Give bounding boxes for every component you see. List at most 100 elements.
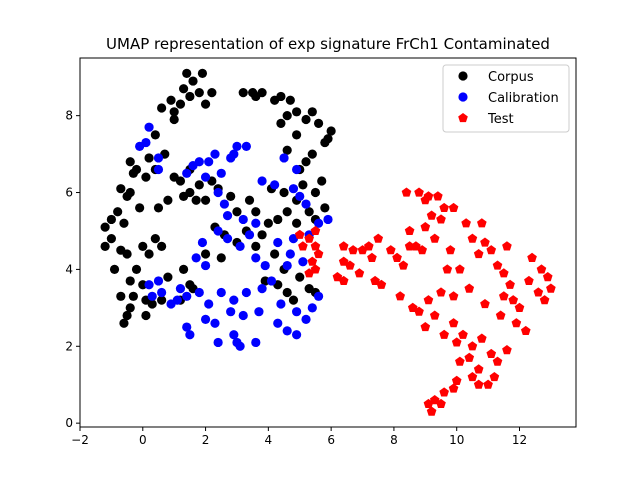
point-test [498,291,509,301]
point-calibration [282,326,292,336]
point-test [451,375,462,385]
point-calibration [213,187,223,198]
point-test [498,268,509,278]
point-corpus [301,157,311,167]
point-corpus [141,172,151,182]
point-corpus [106,234,116,244]
point-corpus [116,184,126,194]
axes-frame [79,57,577,428]
point-corpus [178,264,189,275]
point-corpus [238,87,248,98]
point-corpus [157,103,167,113]
point-corpus [122,310,132,321]
point-corpus [200,195,211,205]
point-corpus [125,276,135,286]
point-test [464,283,475,293]
point-calibration [213,337,223,348]
point-test [338,241,349,251]
point-calibration [260,260,270,271]
x-tick-label: 8 [390,433,398,447]
point-test [520,325,531,335]
point-test [307,256,318,266]
point-calibration [251,253,261,263]
point-corpus [119,218,129,228]
point-calibration [301,314,311,324]
point-calibration [216,287,226,298]
point-corpus [125,157,135,167]
point-corpus [273,214,283,225]
legend: Corpus Calibration Test [442,64,570,133]
point-corpus [147,299,157,309]
point-corpus [279,187,289,198]
point-test [451,337,462,347]
point-corpus [106,214,116,225]
point-test [458,329,468,339]
point-test [373,233,384,243]
point-calibration [241,141,251,152]
point-test [294,229,305,239]
point-corpus [157,241,167,251]
point-test [448,202,459,212]
point-test [423,295,434,305]
point-calibration [292,330,302,340]
y-tick-label: 2 [65,339,73,353]
point-corpus [282,145,292,155]
point-corpus [251,91,261,102]
point-test [338,275,349,286]
point-corpus [295,272,305,282]
point-test [433,191,443,201]
point-corpus [163,272,173,282]
point-calibration [238,310,248,321]
point-calibration [200,260,211,271]
x-tick-label: 10 [449,433,464,447]
point-test [473,364,484,374]
point-test [423,398,434,409]
point-calibration [157,287,167,298]
point-test [536,264,547,274]
point-calibration [257,284,267,294]
point-test [364,241,374,251]
point-corpus [131,264,142,275]
point-test [495,310,506,320]
point-test [423,191,434,201]
point-test [392,252,402,262]
point-calibration [194,157,204,167]
point-test [376,279,387,289]
point-test [414,187,424,197]
point-test [348,245,358,255]
point-test [511,318,522,328]
point-test [398,260,409,270]
point-calibration [182,322,192,332]
point-calibration [292,164,302,175]
point-test [473,248,484,259]
point-corpus [113,207,123,217]
point-calibration [194,287,204,298]
point-test [467,371,478,382]
point-calibration [307,303,317,313]
point-calibration [251,218,261,228]
point-calibration [229,149,239,159]
point-test [486,348,497,359]
point-test [483,379,493,389]
point-corpus [122,191,132,201]
x-tick-label: 2 [202,433,210,447]
point-test [467,233,478,243]
point-test [385,245,396,255]
point-calibration [210,149,220,159]
point-calibration [226,307,236,317]
y-tick-label: 8 [65,109,73,123]
point-corpus [292,130,302,140]
point-corpus [166,95,176,105]
point-corpus [116,291,126,301]
point-corpus [188,76,198,86]
point-calibration [235,241,245,251]
point-test [417,245,427,255]
point-calibration [313,218,324,228]
point-test [310,241,321,251]
point-corpus [263,218,273,228]
point-corpus [197,68,208,78]
point-test [461,218,471,228]
point-corpus [320,203,330,213]
point-calibration [251,337,261,348]
